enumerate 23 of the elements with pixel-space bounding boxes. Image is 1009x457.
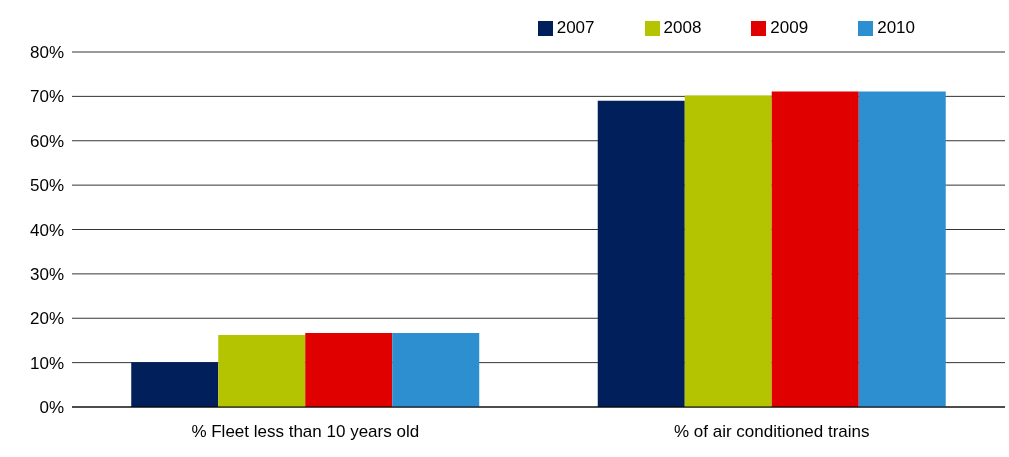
bar xyxy=(131,362,219,407)
legend-label: 2009 xyxy=(770,18,809,37)
y-tick-label: 0% xyxy=(39,398,64,418)
x-tick-label: % of air conditioned trains xyxy=(673,422,870,442)
y-tick-label: 50% xyxy=(29,176,64,196)
y-tick-label: 10% xyxy=(29,353,64,373)
y-tick-label: 70% xyxy=(29,87,64,107)
bar xyxy=(392,332,480,407)
y-tick-label: 60% xyxy=(29,131,64,151)
legend-label: 2007 xyxy=(556,18,595,37)
legend-label: 2008 xyxy=(663,18,702,37)
y-tick-label: 30% xyxy=(29,264,64,284)
bar xyxy=(305,332,393,407)
y-tick-label: 20% xyxy=(29,309,64,329)
bar xyxy=(858,91,946,407)
y-tick-label: 40% xyxy=(29,220,64,240)
y-tick-label: 80% xyxy=(29,43,64,63)
bar xyxy=(218,335,306,407)
bar xyxy=(771,91,859,407)
legend-label: 2010 xyxy=(877,18,915,37)
bar xyxy=(684,95,772,407)
bar xyxy=(597,100,685,407)
x-tick-label: % Fleet less than 10 years old xyxy=(191,422,420,442)
